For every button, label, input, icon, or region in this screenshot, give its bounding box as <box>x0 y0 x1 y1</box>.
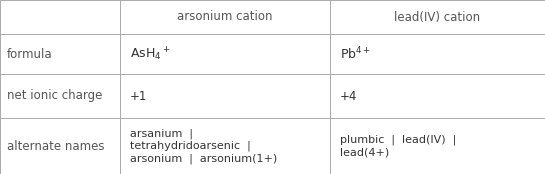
Text: formula: formula <box>7 48 53 61</box>
Text: +4: +4 <box>340 89 358 102</box>
Text: $\mathrm{Pb}^{4+}$: $\mathrm{Pb}^{4+}$ <box>340 46 371 62</box>
Text: arsonium cation: arsonium cation <box>177 10 272 23</box>
Text: lead(IV) cation: lead(IV) cation <box>395 10 481 23</box>
Text: arsanium  |: arsanium | <box>130 128 193 139</box>
Text: alternate names: alternate names <box>7 140 105 152</box>
Text: net ionic charge: net ionic charge <box>7 89 102 102</box>
Text: plumbic  |  lead(IV)  |: plumbic | lead(IV) | <box>340 135 456 145</box>
Text: $\mathrm{AsH}_4{}^+$: $\mathrm{AsH}_4{}^+$ <box>130 45 171 63</box>
Text: arsonium  |  arsonium(1+): arsonium | arsonium(1+) <box>130 153 277 164</box>
Text: tetrahydridoarsenic  |: tetrahydridoarsenic | <box>130 141 251 151</box>
Text: +1: +1 <box>130 89 147 102</box>
Text: lead(4+): lead(4+) <box>340 147 389 157</box>
